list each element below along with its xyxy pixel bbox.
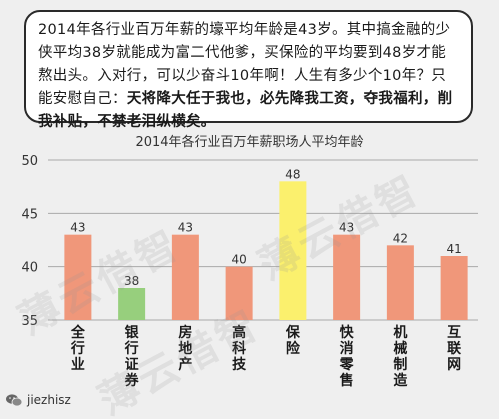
bubble-bold-text: 天将降大任于我也，必先降我工资，夺我福利，削我补贴，不禁老泪纵横矣。 bbox=[38, 91, 453, 130]
footer-label: jiezhisz bbox=[27, 393, 71, 407]
bar bbox=[440, 256, 468, 320]
y-tick-label: 45 bbox=[21, 207, 38, 222]
y-tick-label: 35 bbox=[21, 314, 38, 329]
x-tick-label: 保险 bbox=[285, 324, 301, 357]
x-tick-label: 房地产 bbox=[178, 324, 192, 373]
data-label: 48 bbox=[285, 167, 300, 181]
data-label: 40 bbox=[231, 253, 246, 267]
bar bbox=[333, 234, 361, 320]
bar bbox=[279, 181, 307, 320]
data-label: 43 bbox=[178, 221, 193, 235]
data-label: 42 bbox=[393, 231, 408, 245]
bubble-text: 2014年各行业百万年薪的壕平均年龄是43岁。其中搞金融的少侠平均38岁就能成为… bbox=[38, 22, 451, 107]
y-tick-label: 50 bbox=[21, 154, 38, 169]
x-tick-label: 互联网 bbox=[447, 325, 462, 373]
x-tick-label: 银行证券 bbox=[124, 324, 140, 389]
x-tick-label: 快消零售 bbox=[339, 324, 355, 389]
x-tick-label: 高科技 bbox=[232, 324, 247, 373]
y-tick-label: 40 bbox=[21, 261, 38, 276]
data-label: 41 bbox=[446, 242, 461, 256]
chart-title: 2014年各行业百万年薪职场人平均年龄 bbox=[135, 135, 364, 150]
data-label: 43 bbox=[339, 221, 354, 235]
bar bbox=[225, 266, 253, 320]
data-label: 43 bbox=[70, 221, 85, 235]
x-tick-label: 全行业 bbox=[70, 324, 86, 373]
bar bbox=[171, 234, 199, 320]
speech-bubble: 2014年各行业百万年薪的壕平均年龄是43岁。其中搞金融的少侠平均38岁就能成为… bbox=[24, 10, 473, 130]
bar bbox=[118, 288, 146, 320]
bar bbox=[64, 234, 92, 320]
data-label: 38 bbox=[124, 274, 139, 288]
x-tick-label: 机械制造 bbox=[393, 324, 407, 389]
wechat-icon bbox=[6, 393, 23, 407]
footer: jiezhisz bbox=[6, 393, 71, 407]
bar bbox=[386, 245, 414, 320]
